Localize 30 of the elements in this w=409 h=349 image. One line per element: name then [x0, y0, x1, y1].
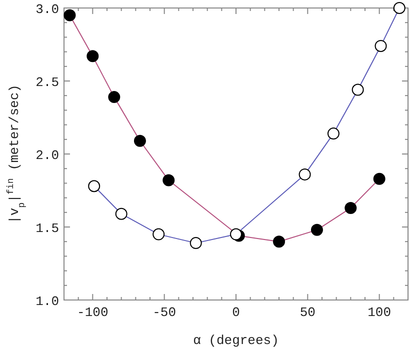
point	[298, 168, 311, 180]
point	[64, 9, 76, 22]
point	[374, 40, 387, 52]
point	[344, 202, 357, 214]
y-tick-label: 2.5	[36, 75, 59, 90]
point	[352, 84, 364, 96]
point	[86, 50, 99, 62]
point	[393, 2, 406, 14]
point	[162, 174, 175, 186]
point	[108, 91, 120, 104]
y-tick-label: 2.0	[36, 148, 59, 163]
y-tick-label: 1.5	[36, 221, 59, 236]
y-tick-label: 3.0	[36, 2, 59, 17]
x-axis-title: α (degrees)	[193, 333, 279, 348]
point	[310, 224, 323, 236]
y-tick-label: 1.0	[36, 294, 59, 309]
point	[134, 134, 146, 147]
x-tick-label: -50	[152, 305, 176, 320]
point	[190, 237, 202, 250]
x-tick-label: 50	[300, 305, 316, 320]
point	[373, 172, 386, 185]
x-tick-label: 0	[232, 305, 240, 320]
point	[115, 208, 128, 220]
point	[273, 236, 285, 248]
point	[152, 228, 165, 240]
x-tick-label: 100	[368, 305, 392, 320]
point	[88, 180, 100, 192]
point	[230, 228, 242, 240]
point	[327, 128, 340, 140]
x-tick-label: -100	[77, 305, 108, 320]
